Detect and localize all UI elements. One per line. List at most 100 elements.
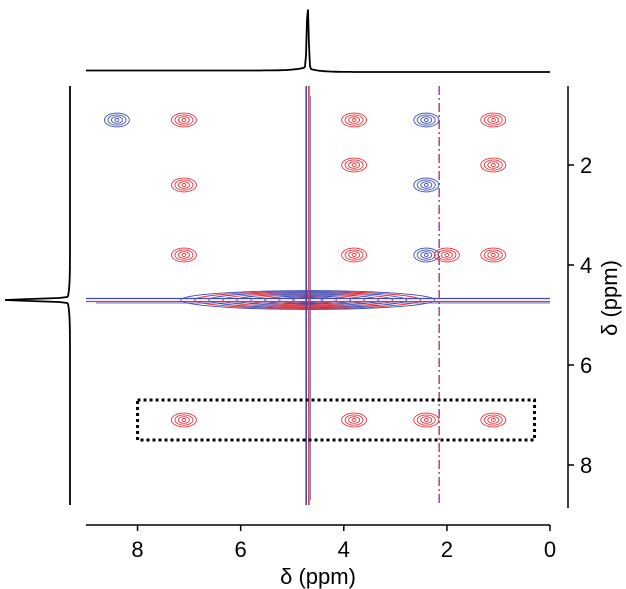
contour-ring (480, 412, 507, 428)
contour-ring (437, 249, 457, 261)
contour-peak (171, 177, 197, 193)
top-projection-spectrum (86, 9, 550, 73)
x-axis-title: δ (ppm) (280, 564, 356, 589)
contour-ring (174, 114, 194, 126)
contour-ring (351, 163, 357, 167)
contour-ring (171, 112, 197, 128)
contour-ring (344, 249, 364, 261)
contour-ring (110, 116, 123, 124)
x-tick-label: 6 (235, 537, 247, 562)
contour-ring (348, 416, 361, 424)
contour-ring (416, 114, 436, 126)
x-axis: 8 6 4 2 0 (86, 524, 556, 562)
water-ridge-contour (292, 297, 324, 303)
water-ridge-contour (194, 291, 422, 309)
contour-ring (341, 112, 368, 128)
contour-ring (107, 114, 127, 126)
contour-peak (480, 247, 507, 263)
contour-ring (171, 412, 197, 428)
x-tick-label: 0 (544, 537, 556, 562)
x-tick-label: 4 (338, 537, 350, 562)
y-axis: 2 4 6 8 (567, 86, 592, 508)
contour-ring (348, 116, 361, 124)
contour-ring (348, 251, 361, 259)
contour-peak (480, 412, 507, 428)
contour-ring (174, 414, 194, 426)
y-tick-label: 6 (580, 353, 592, 378)
contour-peak (171, 412, 197, 428)
contour-ring (423, 253, 429, 257)
contour-ring (174, 179, 194, 191)
contour-ring (483, 114, 503, 126)
y-axis-title: δ (ppm) (597, 260, 622, 336)
contour-ring (420, 251, 433, 259)
contour-ring (341, 412, 368, 428)
contour-peak (413, 247, 440, 263)
water-ridge-contour (222, 292, 394, 308)
water-ridge-horizontal (86, 290, 550, 310)
contour-peak (341, 412, 368, 428)
highlight-box (136, 398, 537, 442)
contour-ring (490, 118, 496, 122)
contour-ring (181, 183, 187, 187)
contour-ring (420, 181, 433, 189)
contour-ring (181, 253, 187, 257)
contour-ring (487, 251, 500, 259)
contour-ring (344, 414, 364, 426)
contour-peak (103, 112, 130, 128)
contour-ring (181, 418, 187, 422)
contour-ring (423, 118, 429, 122)
contour-peak (413, 177, 440, 193)
contour-peak (413, 112, 440, 128)
contour-ring (444, 253, 450, 257)
contour-ring (178, 116, 190, 124)
contour-ring (178, 181, 190, 189)
contour-ring (351, 253, 357, 257)
contour-ring (416, 179, 436, 191)
contour-ring (483, 414, 503, 426)
contour-peak (413, 412, 440, 428)
contour-ring (413, 177, 440, 193)
contour-ring (480, 112, 507, 128)
contour-ring (423, 418, 429, 422)
contour-ring (178, 251, 190, 259)
contour-ring (420, 116, 433, 124)
y-tick-label: 8 (580, 453, 592, 478)
contour-ring (483, 249, 503, 261)
contour-ring (490, 253, 496, 257)
x-axis-ticks: 8 6 4 2 0 (131, 525, 556, 562)
y-tick-label: 4 (580, 253, 592, 278)
contour-ring (341, 247, 368, 263)
contour-ring (413, 112, 440, 128)
contour-ring (416, 249, 436, 261)
contour-peak (341, 112, 368, 128)
contour-ring (480, 247, 507, 263)
contour-peak (171, 247, 197, 263)
contour-ring (440, 251, 453, 259)
contour-peak (480, 112, 507, 128)
contour-ring (416, 414, 436, 426)
contour-ring (413, 412, 440, 428)
contour-ring (487, 416, 500, 424)
left-projection-spectrum (4, 86, 71, 505)
x-tick-label: 8 (131, 537, 143, 562)
contour-peaks (103, 112, 507, 428)
contour-ring (174, 249, 194, 261)
contour-ring (487, 116, 500, 124)
contour-ring (178, 416, 190, 424)
contour-ring (490, 163, 496, 167)
water-line-vertical (305, 86, 312, 505)
contour-ring (487, 161, 500, 169)
contour-ring (181, 118, 187, 122)
contour-peak (480, 157, 507, 173)
contour-ring (413, 247, 440, 263)
contour-ring (344, 159, 364, 171)
contour-peak (171, 112, 197, 128)
water-ridge-contour (250, 294, 366, 306)
contour-ring (423, 183, 429, 187)
contour-ring (483, 159, 503, 171)
contour-peak (341, 247, 368, 263)
y-axis-ticks: 2 4 6 8 (568, 153, 592, 478)
water-ridge-contour (208, 291, 408, 309)
